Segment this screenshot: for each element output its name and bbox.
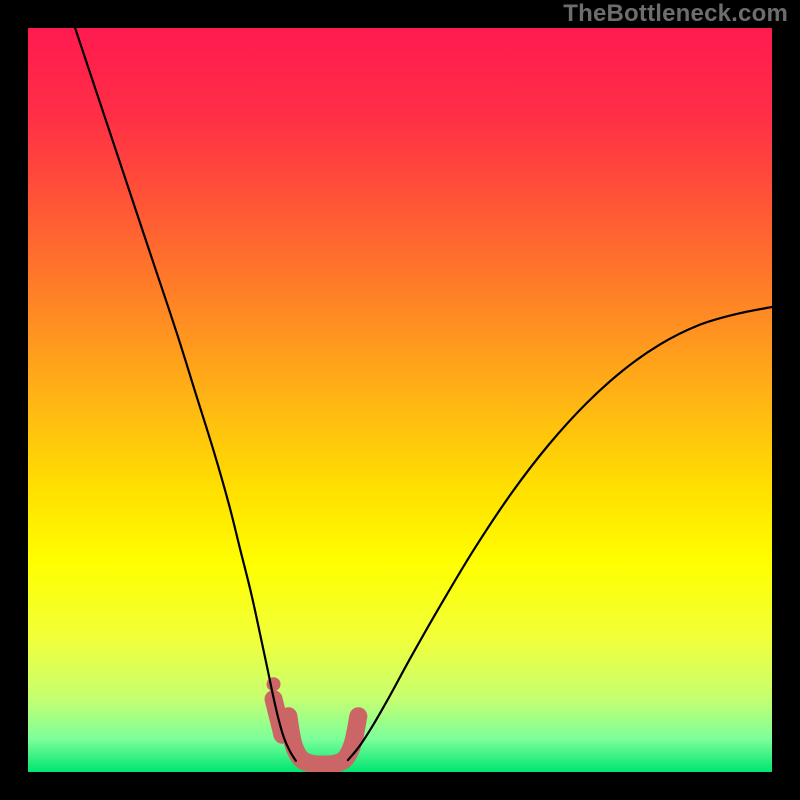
gradient-background [28, 28, 772, 772]
plot-area [28, 28, 772, 772]
watermark-text: TheBottleneck.com [563, 0, 788, 28]
chart-svg [28, 28, 772, 772]
figure-frame: TheBottleneck.com [0, 0, 800, 800]
